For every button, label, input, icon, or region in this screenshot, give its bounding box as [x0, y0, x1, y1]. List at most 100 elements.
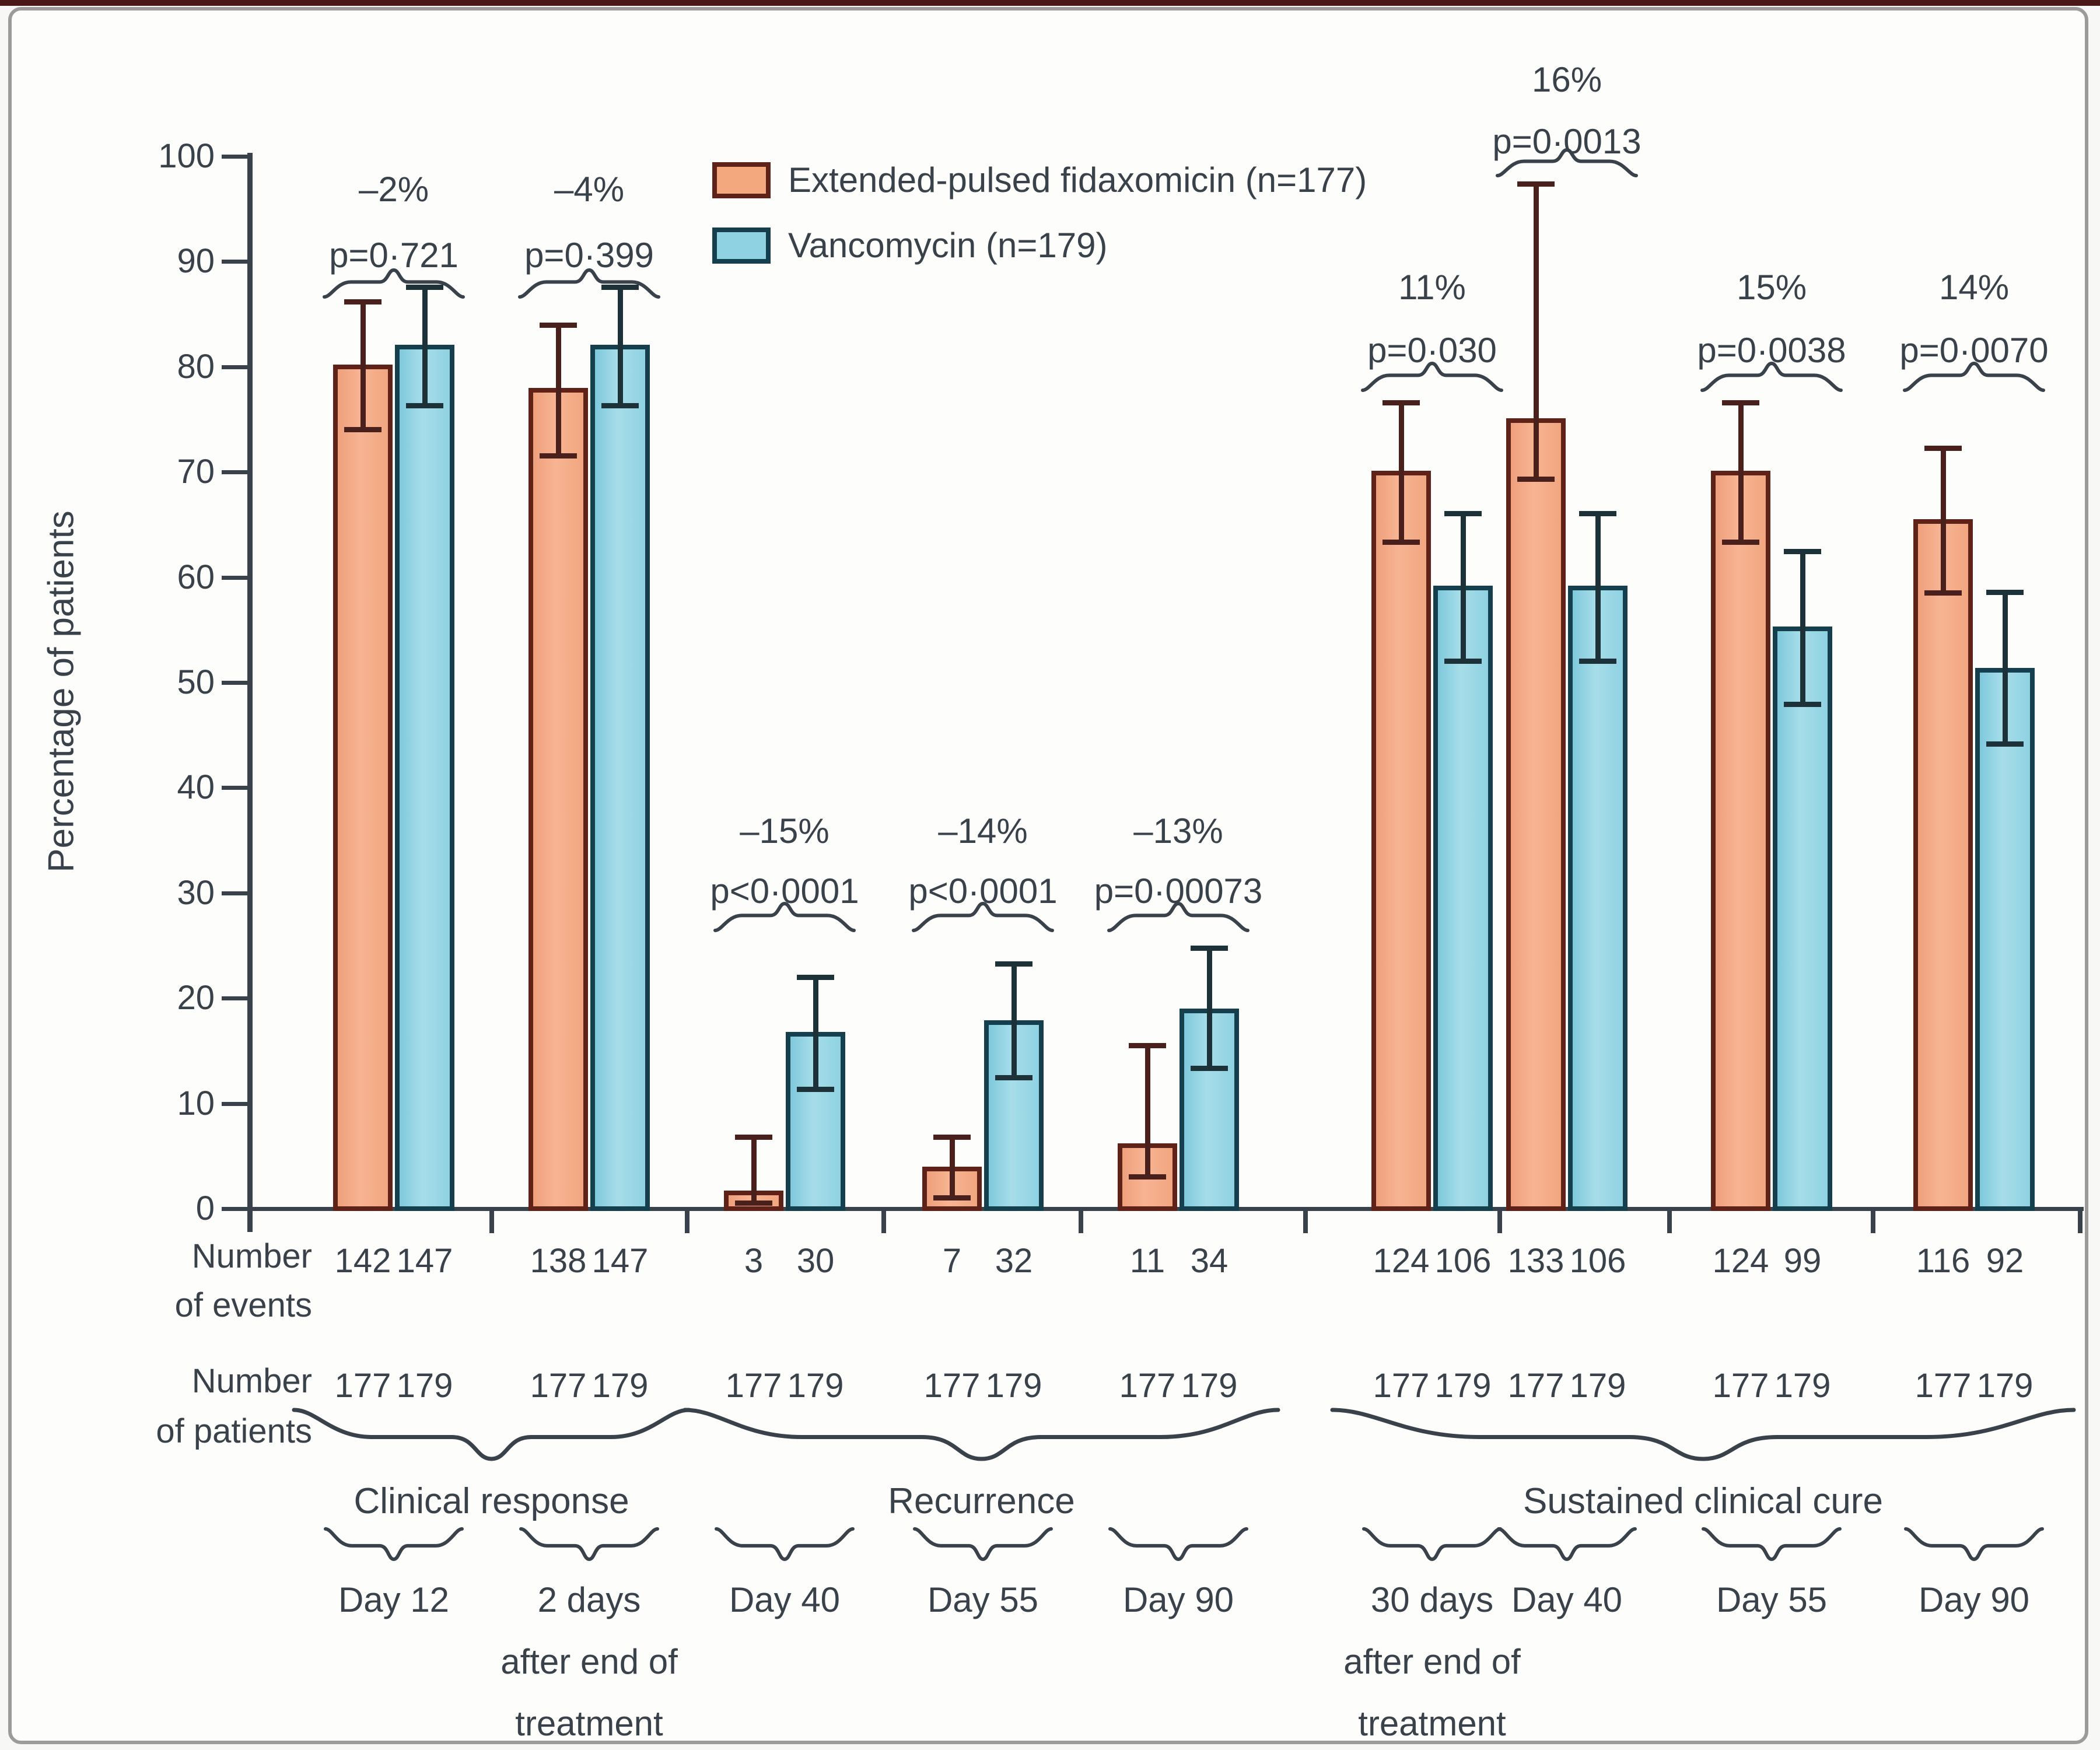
bar-fidaxomicin	[1913, 519, 1973, 1211]
pair-brace	[1700, 361, 1843, 392]
page-edge-strip	[0, 0, 2100, 6]
error-bar-cap-top	[1129, 1043, 1166, 1049]
timepoint-label: Day 55	[927, 1580, 1039, 1619]
error-bar-cap-bottom	[601, 402, 639, 408]
difference-label: 11%	[1398, 268, 1466, 307]
legend-label-fidaxomicin: Extended-pulsed fidaxomicin (n=177)	[788, 160, 1367, 200]
patients-value-vancomycin: 179	[396, 1367, 453, 1405]
timepoint-brace	[913, 1527, 1053, 1562]
y-tick-label: 0	[195, 1189, 215, 1227]
y-tick	[222, 786, 247, 790]
events-value-fidaxomicin: 133	[1507, 1242, 1564, 1280]
baseline-tick	[1667, 1211, 1672, 1233]
error-bar-cap-bottom	[1517, 476, 1555, 482]
error-bar-cap-bottom	[1722, 540, 1759, 545]
events-value-fidaxomicin: 124	[1373, 1242, 1430, 1280]
legend-item-vancomycin: Vancomycin (n=179)	[712, 225, 1108, 266]
patients-value-vancomycin: 179	[985, 1367, 1042, 1405]
timepoint-brace	[324, 1527, 464, 1562]
outcome-brace	[682, 1408, 1280, 1461]
error-bar-line	[751, 1137, 757, 1203]
error-bar-line	[1738, 402, 1744, 543]
y-tick	[222, 155, 247, 159]
p-value-label: p=0·721	[329, 236, 459, 275]
error-bar-cap-top	[1924, 445, 1962, 451]
baseline-tick	[489, 1211, 494, 1233]
error-bar-cap-bottom	[1382, 540, 1420, 545]
y-tick-label: 50	[177, 663, 215, 701]
pair-brace	[1107, 901, 1250, 932]
events-value-vancomycin: 34	[1190, 1242, 1228, 1280]
error-bar-cap-top	[1517, 181, 1555, 187]
error-bar-line	[1207, 947, 1212, 1069]
outcome-label: Clinical response	[354, 1481, 629, 1521]
plot-area: 0 10 20 30 40 50 60 70 80 90 100 –2% p=0·721 142 147 17…	[12, 10, 2092, 1748]
patients-value-vancomycin: 179	[1181, 1367, 1238, 1405]
error-bar-cap-top	[1191, 945, 1228, 951]
error-bar-cap-top	[406, 284, 443, 290]
y-tick	[222, 681, 247, 685]
events-value-vancomycin: 147	[396, 1242, 453, 1280]
bar-fidaxomicin	[528, 387, 588, 1211]
error-bar-cap-bottom	[995, 1075, 1032, 1081]
timepoint-brace	[1497, 1527, 1637, 1562]
patients-value-fidaxomicin: 177	[923, 1367, 981, 1405]
events-value-fidaxomicin: 11	[1129, 1242, 1166, 1280]
events-value-vancomycin: 30	[796, 1242, 835, 1280]
difference-label: –4%	[554, 170, 625, 209]
events-value-fidaxomicin: 3	[744, 1242, 764, 1280]
y-tick	[222, 1207, 247, 1211]
y-tick	[222, 996, 247, 1001]
y-tick	[222, 891, 247, 895]
timepoint-brace	[1904, 1527, 2044, 1562]
difference-label: –13%	[1133, 811, 1223, 850]
timepoint-label: after end of	[1343, 1642, 1521, 1681]
error-bar-cap-bottom	[540, 453, 577, 459]
error-bar-cap-bottom	[1579, 658, 1616, 664]
events-value-fidaxomicin: 138	[530, 1242, 587, 1280]
y-tick	[222, 365, 247, 369]
patients-value-fidaxomicin: 177	[1119, 1367, 1176, 1405]
error-bar-line	[556, 324, 561, 457]
bar-fidaxomicin	[1506, 418, 1566, 1211]
error-bar-cap-bottom	[1784, 701, 1821, 707]
events-value-vancomycin: 32	[995, 1242, 1033, 1280]
patients-value-vancomycin: 179	[1569, 1367, 1626, 1405]
pair-brace	[1903, 361, 2045, 392]
timepoint-brace	[715, 1527, 855, 1562]
error-bar-line	[950, 1137, 955, 1198]
bar-fidaxomicin	[1371, 471, 1431, 1211]
timepoint-brace	[519, 1527, 659, 1562]
error-bar-cap-top	[601, 284, 639, 290]
baseline-tick	[1870, 1211, 1875, 1233]
bar-fidaxomicin	[1711, 471, 1770, 1211]
timepoint-label: Day 40	[1511, 1580, 1623, 1619]
bar-vancomycin	[1180, 1009, 1239, 1211]
legend-item-fidaxomicin: Extended-pulsed fidaxomicin (n=177)	[712, 160, 1367, 201]
events-value-fidaxomicin: 116	[1916, 1242, 1971, 1280]
error-bar-line	[360, 301, 366, 430]
error-bar-line	[813, 977, 818, 1090]
error-bar-line	[2003, 592, 2008, 745]
bar-vancomycin	[1773, 626, 1832, 1211]
error-bar-cap-top	[1579, 510, 1616, 516]
events-value-fidaxomicin: 142	[334, 1242, 391, 1280]
patients-value-fidaxomicin: 177	[334, 1367, 391, 1405]
error-bar-cap-bottom	[1444, 658, 1482, 664]
timepoint-label: Day 55	[1716, 1580, 1828, 1619]
pair-brace	[912, 901, 1054, 932]
error-bar-cap-top	[995, 961, 1032, 967]
y-tick-label: 70	[177, 453, 215, 491]
y-tick	[222, 260, 247, 264]
bar-vancomycin	[1568, 586, 1628, 1211]
baseline-tick	[684, 1211, 690, 1233]
difference-label: 16%	[1531, 60, 1602, 99]
y-axis-line	[247, 153, 253, 1232]
error-bar-cap-top	[1986, 589, 2024, 595]
error-bar-cap-bottom	[1924, 590, 1962, 596]
events-value-vancomycin: 106	[1569, 1242, 1626, 1280]
error-bar-line	[1461, 513, 1466, 662]
error-bar-line	[1534, 183, 1539, 480]
bar-vancomycin	[590, 344, 650, 1211]
